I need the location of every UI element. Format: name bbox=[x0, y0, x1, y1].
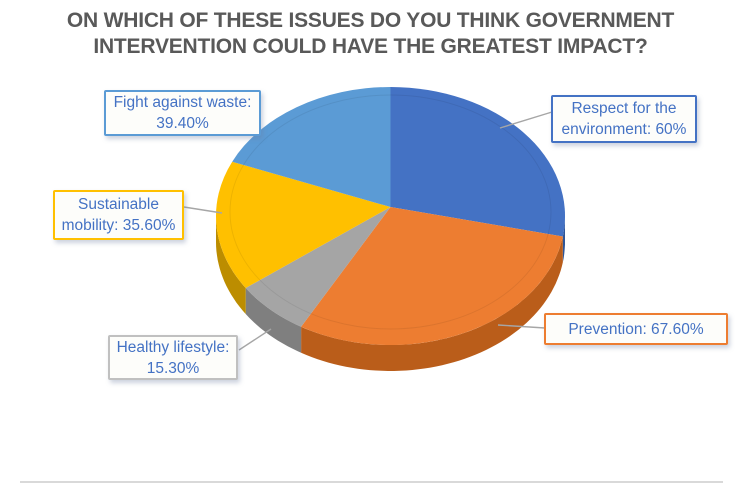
callout-fight-against-waste: Fight against waste: 39.40% bbox=[104, 90, 261, 136]
leader-line-healthy-lifestyle bbox=[238, 328, 272, 351]
chart-title-line-1: ON WHICH OF THESE ISSUES DO YOU THINK GO… bbox=[66, 9, 675, 32]
leader-line-sustainable-mobility bbox=[183, 206, 223, 214]
pie-slice-respect-for-the-environment bbox=[390, 87, 566, 237]
callout-healthy-lifestyle-label: Healthy lifestyle: bbox=[116, 338, 230, 356]
callout-fight-against-waste-value: 39.40% bbox=[156, 115, 209, 132]
callout-sustainable-mobility-label: Sustainable bbox=[77, 196, 159, 213]
pie-side-healthy-lifestyle bbox=[245, 288, 302, 353]
callout-sustainable-mobility-value: mobility: 35.60% bbox=[61, 217, 176, 234]
callout-healthy-lifestyle-value: 15.30% bbox=[146, 359, 200, 377]
chart-title: ON WHICH OF THESE ISSUES DO YOU THINK GO… bbox=[20, 8, 721, 60]
callout-respect-environment-label: Respect for the bbox=[571, 100, 677, 117]
callout-fight-against-waste-label: Fight against waste: bbox=[113, 94, 252, 111]
callout-prevention: Prevention: 67.60% bbox=[544, 313, 728, 345]
pie-side-sustainable-mobility bbox=[216, 216, 246, 314]
pie-bevel-highlight bbox=[229, 94, 552, 330]
pie-slice-fight-against-waste bbox=[232, 86, 391, 207]
pie-side-respect-for-the-environment bbox=[562, 216, 565, 263]
callout-respect-environment-value: environment: 60% bbox=[561, 121, 687, 138]
callout-respect-environment: Respect for the environment: 60% bbox=[551, 95, 697, 143]
pie-side-prevention bbox=[301, 236, 563, 371]
callout-sustainable-mobility: Sustainable mobility: 35.60% bbox=[53, 190, 184, 240]
pie-slice-sustainable-mobility bbox=[215, 161, 391, 288]
pie-slice-healthy-lifestyle bbox=[245, 207, 391, 327]
leader-line-respect-environment bbox=[499, 111, 553, 129]
pie-slice-prevention bbox=[301, 207, 563, 346]
callout-prevention-label: Prevention: 67.60% bbox=[568, 320, 704, 338]
pie-slices-group bbox=[215, 86, 566, 371]
callout-healthy-lifestyle: Healthy lifestyle: 15.30% bbox=[108, 335, 238, 380]
leader-line-prevention bbox=[497, 324, 546, 329]
leader-lines-group bbox=[183, 111, 553, 351]
chart-title-line-2: INTERVENTION COULD HAVE THE GREATEST IMP… bbox=[93, 35, 648, 58]
footer-divider bbox=[20, 481, 723, 483]
